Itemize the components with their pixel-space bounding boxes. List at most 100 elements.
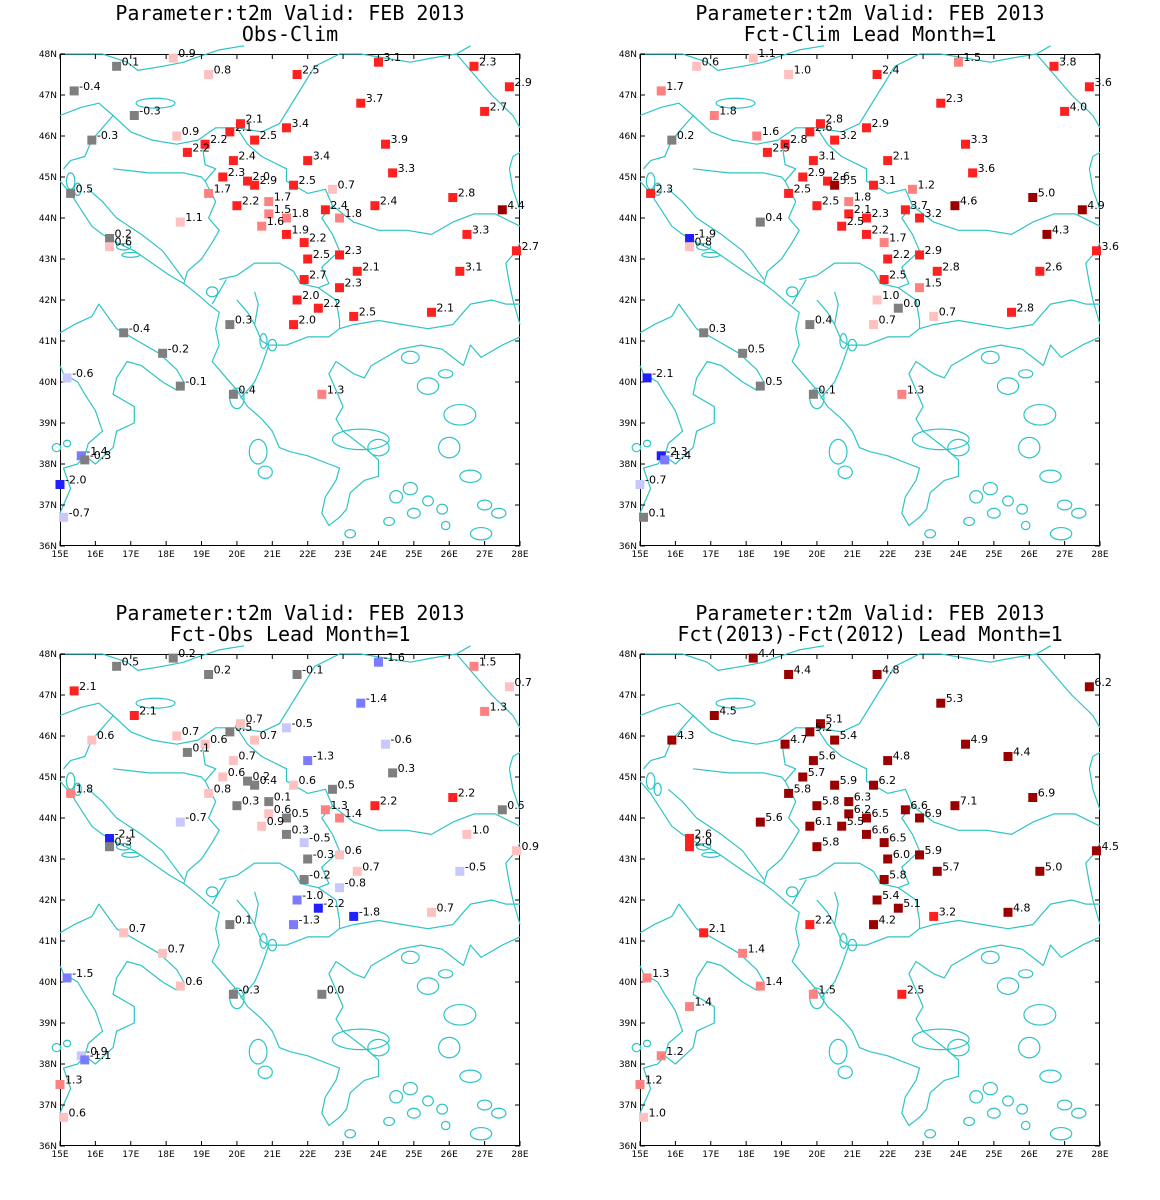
station-marker [642,373,652,383]
coast-border-line [640,645,825,671]
y-tick-label: 37N [619,501,637,511]
station-value-label: 1.8 [719,105,737,118]
y-tick-label: 42N [39,896,57,906]
station-marker [1077,205,1087,215]
station-value-label: -1.0 [302,889,323,902]
station-value-label: -0.2 [168,342,189,355]
island-outline [116,242,132,251]
station-value-label: 0.6 [185,975,203,988]
station-marker [815,119,825,129]
station-value-label: 1.8 [291,207,309,220]
station-value-label: 3.4 [313,150,331,163]
station-marker [808,156,818,166]
station-marker [869,320,879,330]
station-value-label: -0.1 [302,664,323,677]
island-outline [642,439,652,448]
station-marker [250,135,260,145]
coast-border-line [59,1055,86,1114]
station-value-label: 0.3 [115,836,132,849]
y-tick-label: 43N [619,855,637,865]
station-marker [175,981,185,991]
map-svg: 15E 16E 17E 18E 19E 20E 21E 22E 23E 24E 25E 26E 27E 2… [619,645,1119,1160]
coast-border-line [1088,151,1101,210]
island-outline [469,526,493,541]
station-value-label: 0.5 [507,799,525,812]
station-marker [228,389,238,399]
x-tick-label: 28E [1091,550,1108,560]
station-marker [381,139,391,149]
station-marker [158,348,168,358]
station-value-label: 0.5 [748,342,766,355]
station-marker [129,111,139,120]
island-outline [205,886,219,898]
station-marker [250,735,260,745]
island-outline [631,442,642,453]
y-tick-label: 46N [39,132,57,142]
station-value-label: 5.1 [825,713,843,726]
island-outline [1071,1107,1087,1119]
station-value-label: 2.1 [139,705,157,718]
y-tick-label: 39N [39,419,57,429]
station-value-label: -0.5 [309,832,330,845]
station-value-label: 4.7 [790,733,808,746]
x-tick-label: 21E [844,550,861,560]
station-marker [119,928,129,938]
station-value-label: 2.9 [808,166,826,179]
station-marker [883,756,893,766]
y-tick-label: 41N [619,337,637,347]
x-tick-label: 19E [773,1150,790,1160]
station-marker [168,653,178,663]
station-value-label: -0.6 [72,367,93,380]
coast-border-line [667,188,765,280]
station-value-label: 1.7 [666,80,684,93]
station-marker [228,989,238,999]
island-outline [1023,1003,1057,1026]
station-value-label: 0.9 [267,815,285,828]
station-marker [762,147,772,157]
station-marker [243,776,253,786]
x-tick-label: 28E [511,550,528,560]
station-marker [968,168,978,178]
station-marker [812,201,822,211]
island-outline [491,1107,507,1119]
station-value-label: 0.7 [939,305,957,318]
station-value-label: 1.3 [490,700,508,713]
station-value-label: 6.5 [889,832,907,845]
coast-border-line [643,715,694,770]
coast-border-line [332,805,521,835]
station-value-label: 3.3 [472,223,490,236]
station-value-label: 0.7 [168,942,186,955]
panel-subtitle: Fct-Obs Lead Month=1 [169,622,411,646]
station-value-label: 1.2 [917,178,935,191]
y-tick-label: 44N [39,814,57,824]
y-tick-label: 48N [619,50,637,60]
coast-border-line [816,299,836,325]
coast-border-line [639,180,1044,527]
station-value-label: 0.5 [765,375,783,388]
station-marker [80,455,90,465]
island-outline [416,377,440,395]
station-value-label: 3.1 [818,150,836,163]
station-value-label: 0.9 [178,47,196,60]
station-value-label: 2.5 [302,64,320,77]
station-marker [692,61,702,71]
station-value-label: 5.9 [925,844,943,857]
station-value-label: 0.0 [327,983,345,996]
station-value-label: 4.5 [1101,840,1119,853]
station-value-label: 5.7 [808,766,826,779]
station-value-label: -1.4 [366,692,387,705]
x-tick-label: 22E [299,550,316,560]
station-marker [303,156,313,166]
x-tick-label: 24E [370,1150,387,1160]
island-outline [1016,1103,1029,1115]
station-value-label: 1.9 [291,223,309,236]
island-outline [847,338,858,352]
station-marker [861,213,871,223]
station-value-label: 4.4 [507,199,525,212]
island-outline [1039,1069,1062,1084]
y-tick-label: 39N [619,419,637,429]
island-outline [51,442,62,453]
station-value-label: 0.1 [122,55,140,68]
station-map: 15E 16E 17E 18E 19E 20E 21E 22E 23E 24E 25E 26E 27E 2… [619,645,1119,1160]
coast-border-line [639,455,666,514]
